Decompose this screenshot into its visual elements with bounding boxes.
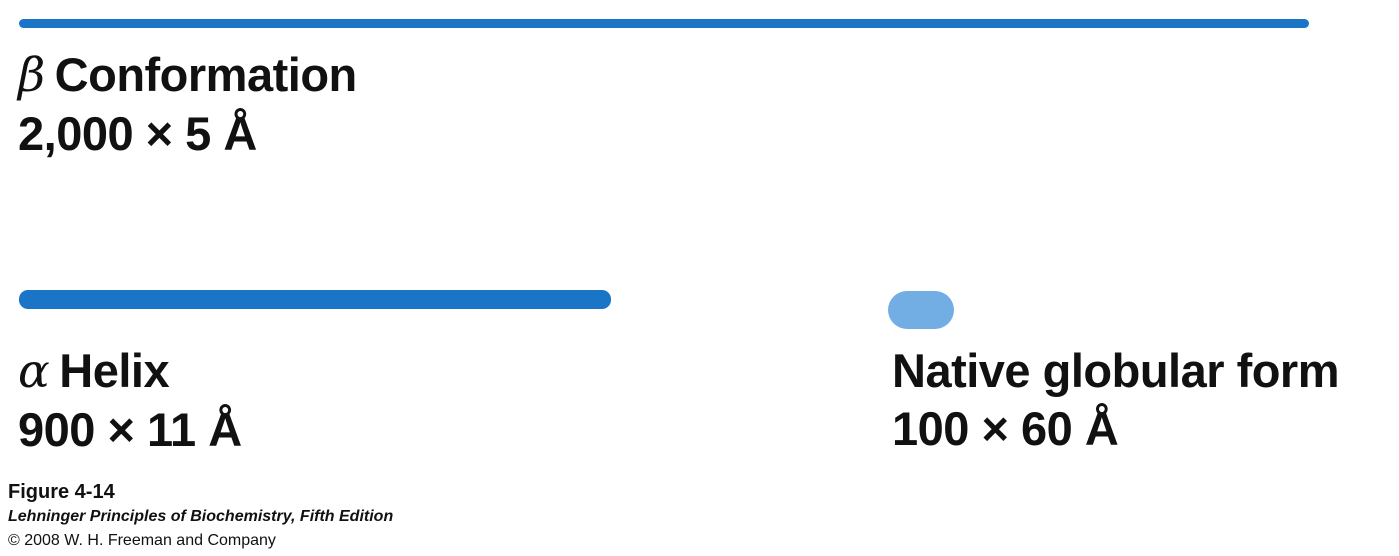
copyright-notice: © 2008 W. H. Freeman and Company xyxy=(8,532,276,549)
alpha-helix-title: α Helix xyxy=(18,342,242,401)
figure-number: Figure 4-14 xyxy=(8,481,115,503)
alpha-helix-name: Helix xyxy=(59,344,170,397)
native-globular-name: Native globular form xyxy=(892,344,1340,397)
beta-conformation-dimensions: 2,000 × 5 Å xyxy=(18,107,257,160)
beta-symbol: β xyxy=(18,48,45,103)
beta-conformation-label: β Conformation 2,000 × 5 Å xyxy=(18,46,357,163)
alpha-helix-dimensions: 900 × 11 Å xyxy=(18,403,242,456)
alpha-helix-bar xyxy=(19,290,611,309)
figure-caption: Figure 4-14 Lehninger Principles of Bioc… xyxy=(8,480,393,553)
beta-conformation-bar xyxy=(19,19,1309,28)
native-globular-shape xyxy=(888,291,954,329)
alpha-symbol: α xyxy=(18,344,50,399)
beta-conformation-title: β Conformation xyxy=(18,46,357,105)
beta-conformation-name: Conformation xyxy=(54,48,358,101)
native-globular-dimensions: 100 × 60 Å xyxy=(892,402,1119,455)
native-globular-label: Native globular form 100 × 60 Å xyxy=(892,342,1340,458)
book-title: Lehninger Principles of Biochemistry, Fi… xyxy=(8,508,394,525)
alpha-helix-label: α Helix 900 × 11 Å xyxy=(18,342,242,459)
